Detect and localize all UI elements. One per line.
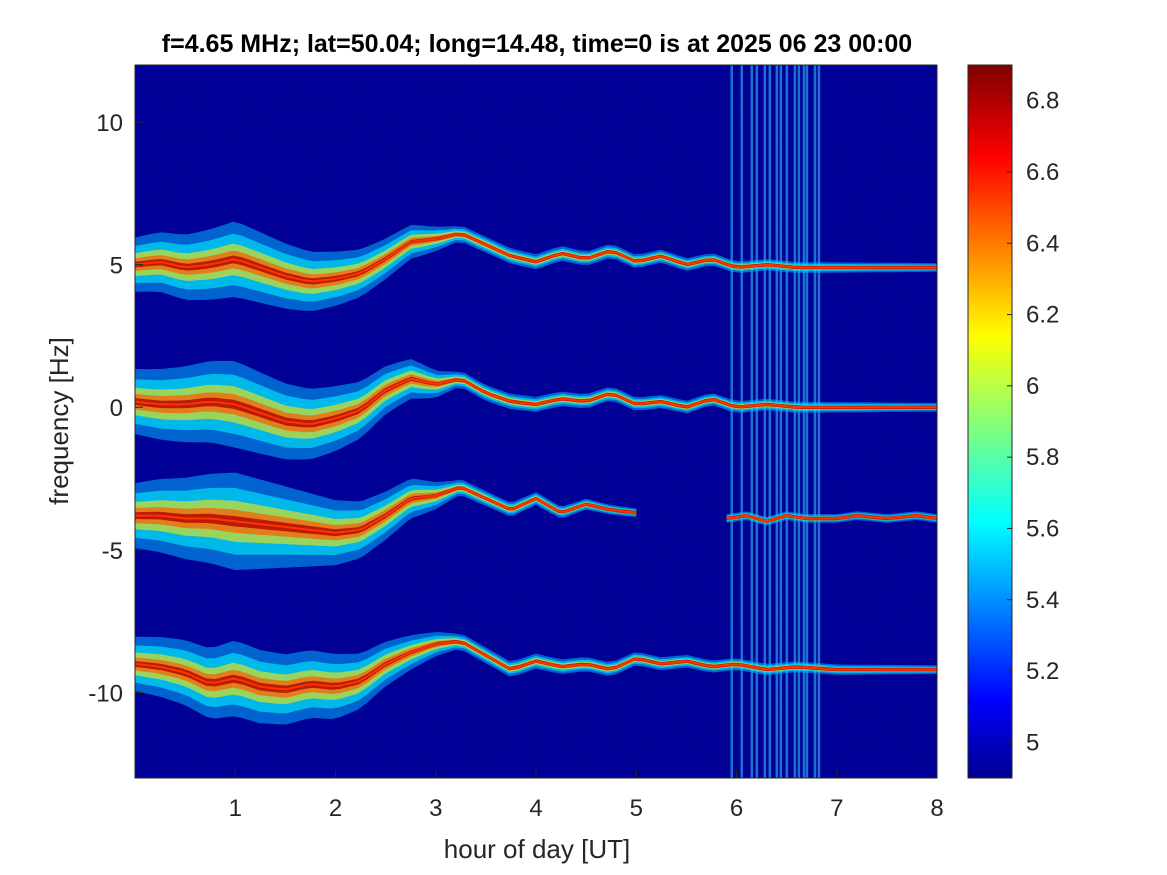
- trace-ridge: [726, 514, 937, 523]
- trace-ridge: [135, 233, 937, 283]
- x-tick-label: 1: [229, 795, 242, 822]
- colorbar-tick-label: 5.6: [1026, 515, 1059, 542]
- interference-streak: [768, 65, 772, 778]
- interference-streak: [775, 65, 779, 778]
- x-tick-label: 2: [329, 795, 342, 822]
- colorbar-tick-label: 5: [1026, 729, 1039, 756]
- x-tick-label: 3: [429, 795, 442, 822]
- interference-streak: [785, 65, 789, 778]
- colorbar-tick-label: 6.6: [1026, 159, 1059, 186]
- y-tick-label: -5: [102, 538, 123, 565]
- colorbar-tick-label: 6.2: [1026, 302, 1059, 329]
- plot-area: [134, 64, 938, 779]
- x-tick-label: 4: [529, 795, 542, 822]
- interference-streak: [805, 65, 809, 778]
- interference-streak: [779, 65, 783, 778]
- interference-streak: [813, 65, 817, 778]
- x-tick-label: 7: [830, 795, 843, 822]
- colorbar-tick-label: 5.4: [1026, 587, 1059, 614]
- interference-streak: [797, 65, 801, 778]
- x-tick-label: 6: [730, 795, 743, 822]
- trace-ridge: [135, 640, 937, 691]
- chart-title: f=4.65 MHz; lat=50.04; long=14.48, time=…: [162, 30, 912, 58]
- interference-streak: [730, 65, 733, 778]
- interference-streak: [755, 65, 759, 778]
- interference-streak: [817, 65, 821, 778]
- x-tick-label: 8: [930, 795, 943, 822]
- colorbar-tick-label: 6.4: [1026, 230, 1059, 257]
- colorbar-gradient: [967, 64, 1013, 779]
- x-axis: 1 2 3 4 5 6 7 8: [229, 770, 944, 822]
- interference-streak: [793, 65, 797, 778]
- y-axis-label: frequency [Hz]: [44, 337, 74, 505]
- y-axis: 10 5 0 -5 -10: [88, 110, 143, 707]
- y-tick-label: 10: [96, 110, 123, 137]
- trace-ridge: [135, 486, 637, 534]
- y-tick-label: 0: [110, 395, 123, 422]
- interference-streak: [763, 65, 767, 778]
- interference-streak: [740, 65, 744, 778]
- y-tick-label: 5: [110, 253, 123, 280]
- interference-streak: [802, 65, 806, 778]
- y-tick-label: -10: [88, 680, 123, 707]
- x-axis-label: hour of day [UT]: [444, 834, 630, 864]
- colorbar-tick-label: 6.8: [1026, 88, 1059, 115]
- colorbar: 6.8 6.6 6.4 6.2 6 5.8 5.6 5.4 5.2 5: [967, 64, 1059, 779]
- interference-streak: [750, 65, 754, 778]
- colorbar-ticks: 6.8 6.6 6.4 6.2 6 5.8 5.6 5.4 5.2 5: [1007, 88, 1059, 756]
- colorbar-tick-label: 6: [1026, 373, 1039, 400]
- trace-ridge: [135, 377, 937, 425]
- x-tick-label: 5: [630, 795, 643, 822]
- colorbar-tick-label: 5.2: [1026, 658, 1059, 685]
- colorbar-tick-label: 5.8: [1026, 444, 1059, 471]
